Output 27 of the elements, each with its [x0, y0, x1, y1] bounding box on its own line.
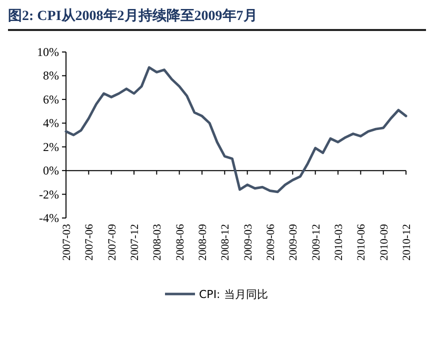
legend-label: CPI: 当月同比 [199, 288, 268, 301]
x-tick-label: 2009-09 [288, 224, 300, 261]
x-tick-label: 2009-03 [242, 224, 254, 261]
y-tick-label: 2% [43, 140, 59, 154]
x-tick-label: 2008-09 [197, 224, 209, 261]
x-tick-label: 2010-06 [356, 224, 368, 261]
x-tick-label: 2010-12 [401, 224, 413, 261]
x-tick-label: 2008-12 [220, 224, 232, 261]
x-tick-label: 2007-06 [84, 224, 96, 261]
x-tick-label: 2007-03 [61, 224, 73, 261]
y-tick-label: 10% [37, 45, 59, 59]
x-tick-label: 2007-09 [106, 224, 118, 261]
line-series [64, 66, 408, 194]
x-tick-label: 2010-03 [333, 224, 345, 261]
x-tick-label: 2007-12 [129, 224, 141, 261]
y-tick-label: -2% [39, 187, 59, 202]
x-tick-label: 2008-06 [174, 224, 186, 261]
x-tick-label: 2010-09 [378, 224, 390, 261]
x-tick-label: 2008-03 [152, 224, 164, 261]
chart-title: 图2: CPI从2008年2月持续降至2009年7月 [8, 8, 258, 24]
y-tick-label: 8% [43, 68, 59, 83]
y-tick-label: 4% [43, 116, 59, 130]
y-tick-label: -4% [39, 211, 59, 225]
x-tick-label: 2009-06 [265, 224, 277, 261]
y-tick-label: 6% [43, 92, 59, 106]
x-tick-label: 2009-12 [310, 224, 322, 261]
y-tick-label: 0% [43, 164, 59, 178]
